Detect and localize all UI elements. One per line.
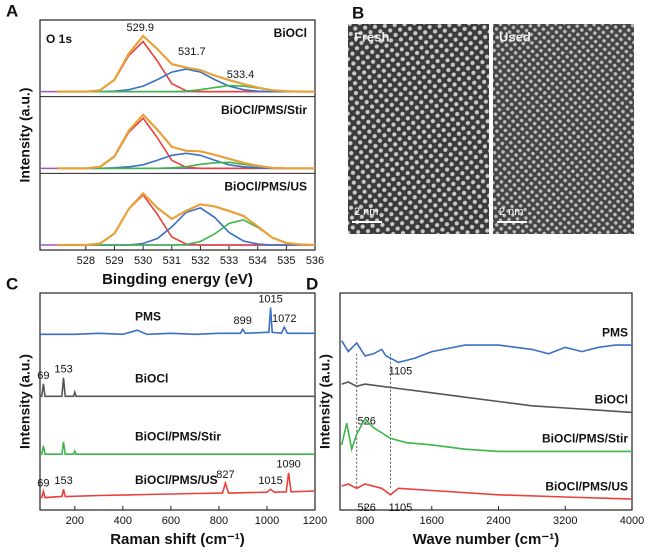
x-tick-label: 536	[306, 255, 324, 267]
peak-label: 533.4	[227, 69, 255, 81]
peak-label: 899	[234, 315, 252, 327]
panel-label: C	[6, 274, 18, 293]
x-tick-label: 534	[249, 255, 267, 267]
figure: B Fresh Used 2 nm 2 nm A 528 529 530 531 532 5…	[0, 0, 648, 548]
x-tick-label: 3200	[553, 515, 577, 527]
spectrum	[342, 341, 632, 363]
x-tick-label: 532	[191, 255, 209, 267]
x-tick-label: 2400	[486, 515, 510, 527]
peak-label: 1015	[258, 475, 282, 487]
x-tick-label: 535	[277, 255, 295, 267]
y-axis-label: Intensity (a.u.)	[17, 88, 33, 183]
x-tick-label: 200	[66, 515, 84, 527]
x-tick-label: 4000	[620, 515, 644, 527]
x-tick-label: 600	[162, 515, 180, 527]
peak-label: 1090	[276, 459, 300, 471]
x-tick-label: 1600	[420, 515, 444, 527]
scale-label: 2 nm	[354, 206, 378, 218]
x-tick-label: 528	[77, 255, 95, 267]
fit-curve	[57, 195, 315, 245]
x-tick-label: 1200	[303, 515, 327, 527]
y-axis-label: Intensity (a.u.)	[317, 354, 333, 449]
x-tick-label: 800	[210, 515, 228, 527]
peak-label: 827	[216, 469, 234, 481]
series-label: BiOCl/PMS/Stir	[135, 429, 221, 443]
sample-label: BiOCl	[274, 26, 307, 40]
series-label: BiOCl	[595, 393, 628, 407]
peak-label: 153	[54, 475, 72, 487]
panel-label: A	[6, 1, 18, 20]
peak-label: 1015	[258, 293, 282, 305]
peak-label: 1105	[389, 365, 413, 377]
peak-label: 1072	[272, 313, 296, 325]
sample-label: BiOCl/PMS/Stir	[221, 103, 307, 117]
series-label: PMS	[135, 310, 161, 324]
series-label: BiOCl	[135, 372, 168, 386]
peak-label: 153	[54, 364, 72, 376]
tem-image	[493, 24, 634, 234]
peak-label: 526	[358, 502, 376, 514]
y-axis-label: Intensity (a.u.)	[17, 354, 33, 449]
fit-curve	[57, 193, 315, 245]
x-tick-label: 800	[356, 515, 374, 527]
peak-label: 531.7	[178, 46, 206, 58]
fit-curve	[57, 115, 315, 169]
image-label: Used	[499, 29, 531, 44]
peak-label: 69	[37, 370, 49, 382]
spectrum	[40, 442, 315, 454]
spectrum	[40, 378, 315, 397]
x-tick-label: 531	[163, 255, 181, 267]
panel-label: D	[306, 274, 318, 293]
panel-label: B	[352, 3, 364, 22]
fit-curve	[57, 36, 315, 92]
x-axis-label: Raman shift (cm⁻¹)	[110, 531, 245, 548]
x-tick-label: 1000	[255, 515, 279, 527]
x-tick-label: 530	[134, 255, 152, 267]
image-label: Fresh	[354, 29, 389, 44]
x-tick-label: 533	[220, 255, 238, 267]
fit-curve	[57, 220, 315, 245]
x-tick-label: 529	[105, 255, 123, 267]
scale-label: 2 nm	[499, 206, 523, 218]
x-axis-label: Bingding energy (eV)	[102, 271, 253, 288]
tem-image	[348, 24, 489, 234]
x-tick-label: 400	[114, 515, 132, 527]
series-label: PMS	[602, 325, 628, 339]
series-label: BiOCl/PMS/US	[545, 479, 628, 493]
fit-curve	[57, 118, 315, 168]
series-label: BiOCl/PMS/Stir	[542, 432, 628, 446]
plot-frame	[340, 293, 632, 510]
peak-label: 1105	[389, 502, 413, 514]
series-label: BiOCl/PMS/US	[135, 473, 218, 487]
sample-label: BiOCl/PMS/US	[224, 180, 307, 194]
fit-curve	[57, 69, 315, 92]
spectrum	[342, 382, 632, 412]
peak-label: 69	[37, 477, 49, 489]
x-axis-label: Wave number (cm⁻¹)	[413, 531, 560, 548]
peak-label: 529.9	[126, 22, 154, 34]
core-level: O 1s	[46, 32, 72, 46]
